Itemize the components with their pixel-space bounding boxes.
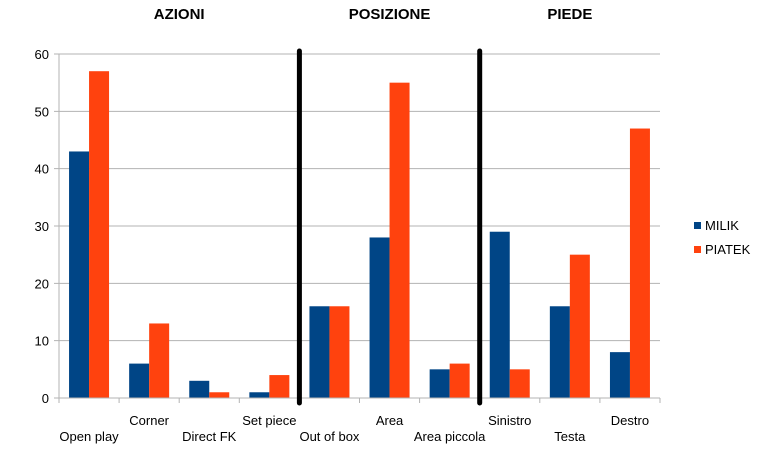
bar-piatek-7 [509, 369, 530, 398]
section-title: AZIONI [154, 6, 205, 23]
bar-milik-6 [429, 369, 450, 398]
x-category-label: Area piccola [414, 429, 486, 444]
bar-milik-7 [489, 231, 510, 398]
bar-piatek-5 [389, 82, 410, 399]
legend: MILIK PIATEK [694, 218, 751, 257]
x-category-label: Set piece [242, 413, 296, 428]
y-tick-label: 60 [35, 47, 49, 62]
legend-swatch [694, 246, 701, 253]
x-category-label: Destro [611, 413, 649, 428]
x-category-label: Sinistro [488, 413, 531, 428]
x-category-label: Corner [129, 413, 169, 428]
legend-label: PIATEK [705, 242, 751, 257]
x-category-label: Direct FK [182, 429, 237, 444]
y-tick-label: 0 [42, 391, 49, 406]
y-tick-label: 10 [35, 334, 49, 349]
section-titles: AZIONI POSIZIONE PIEDE [154, 6, 593, 23]
y-tick-label: 20 [35, 276, 49, 291]
x-category-label: Open play [59, 429, 119, 444]
bar-piatek-8 [569, 254, 590, 398]
bar-milik-9 [609, 352, 630, 398]
bar-milik-5 [369, 237, 390, 398]
x-category-label: Out of box [299, 429, 359, 444]
bar-milik-2 [189, 380, 210, 398]
section-dividers [296, 48, 483, 406]
bar-piatek-2 [209, 392, 230, 398]
bar-milik-1 [129, 363, 150, 398]
section-title: POSIZIONE [349, 6, 431, 23]
bar-milik-3 [249, 392, 270, 398]
x-category-label: Testa [554, 429, 586, 444]
legend-swatch [694, 222, 701, 229]
y-axis-tick-labels: 0 10 20 30 40 50 60 [35, 47, 49, 406]
y-tick-label: 40 [35, 162, 49, 177]
bars [69, 71, 650, 399]
bar-piatek-9 [629, 128, 650, 399]
y-tick-label: 30 [35, 219, 49, 234]
bar-milik-0 [69, 151, 90, 398]
bar-piatek-3 [269, 375, 290, 398]
y-tick-label: 50 [35, 104, 49, 119]
bar-piatek-0 [89, 71, 110, 398]
bar-piatek-6 [449, 363, 470, 398]
bar-piatek-1 [149, 323, 170, 398]
bar-piatek-4 [329, 306, 350, 398]
bar-milik-4 [309, 306, 330, 398]
section-title: PIEDE [547, 6, 592, 23]
bar-milik-8 [549, 306, 570, 398]
legend-label: MILIK [705, 218, 739, 233]
x-category-label: Area [376, 413, 404, 428]
